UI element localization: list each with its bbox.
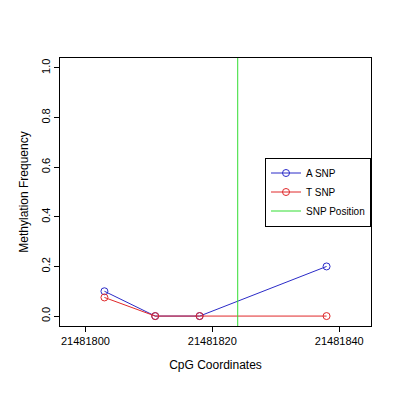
svg-text:0.4: 0.4	[40, 208, 52, 223]
svg-text:T SNP: T SNP	[306, 187, 336, 198]
svg-text:0.8: 0.8	[40, 108, 52, 123]
svg-text:1.0: 1.0	[40, 59, 52, 74]
svg-text:Methylation Frequency: Methylation Frequency	[17, 131, 31, 252]
svg-text:A SNP: A SNP	[306, 168, 336, 179]
svg-text:21481800: 21481800	[61, 335, 110, 347]
svg-text:21481840: 21481840	[315, 335, 364, 347]
svg-text:21481820: 21481820	[188, 335, 237, 347]
svg-text:0.0: 0.0	[40, 307, 52, 322]
svg-text:SNP Position: SNP Position	[306, 206, 365, 217]
svg-text:CpG Coordinates: CpG Coordinates	[169, 358, 262, 372]
svg-text:0.2: 0.2	[40, 257, 52, 272]
svg-text:0.6: 0.6	[40, 158, 52, 173]
